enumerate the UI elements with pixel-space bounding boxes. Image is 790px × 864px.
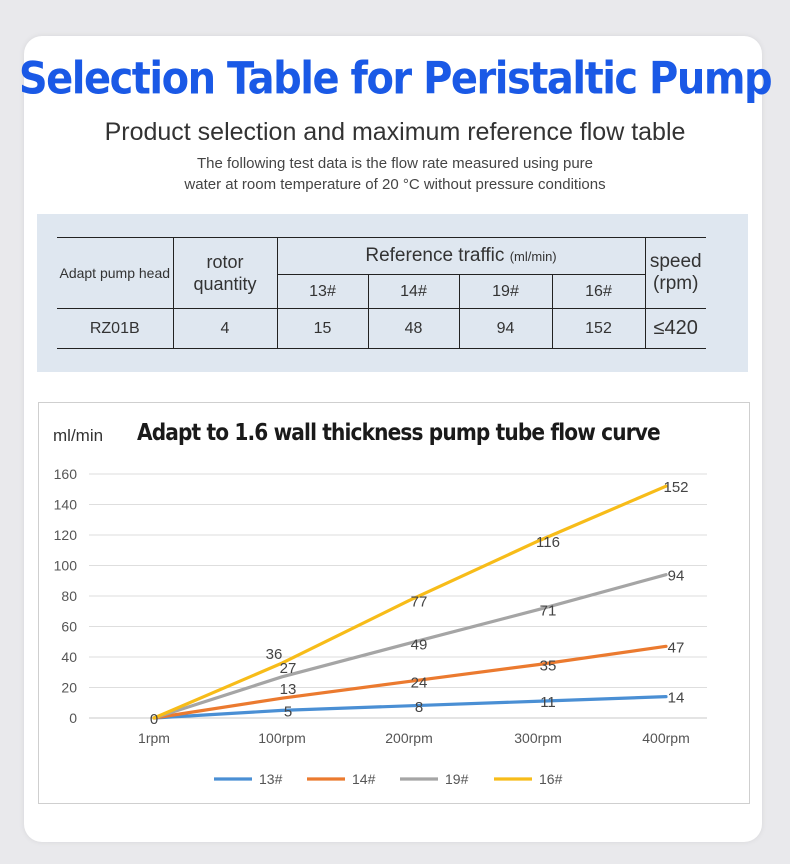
data-label: 71 xyxy=(540,603,557,620)
y-tick-label: 40 xyxy=(61,649,77,665)
y-tick-label: 120 xyxy=(54,527,78,543)
series-line-19 xyxy=(152,573,668,720)
test-note-line-1: The following test data is the flow rate… xyxy=(196,155,594,172)
legend-label: 19# xyxy=(445,771,469,787)
cell-flow: 94 xyxy=(458,308,553,349)
selection-table-panel: Adapt pump head rotor quantity Reference … xyxy=(37,214,748,372)
series-line-13 xyxy=(152,695,668,720)
data-label: 14 xyxy=(668,690,685,707)
data-label: 35 xyxy=(540,658,557,675)
header-tube: 14# xyxy=(367,274,460,309)
header-tube: 13# xyxy=(276,274,369,309)
header-rotor-quantity: rotor quantity xyxy=(172,237,278,309)
header-tube: 16# xyxy=(551,274,646,309)
test-note-line-2: water at room temperature of 20 °C witho… xyxy=(184,176,606,193)
chart-title: Adapt to 1.6 wall thickness pump tube fl… xyxy=(137,420,660,447)
page-subtitle: Product selection and maximum reference … xyxy=(104,118,686,146)
x-tick-label: 200rpm xyxy=(385,730,432,746)
cell-pump-head: RZ01B xyxy=(57,308,174,349)
data-label: 11 xyxy=(540,694,556,711)
y-tick-label: 20 xyxy=(61,680,77,696)
y-tick-label: 80 xyxy=(61,588,77,604)
x-tick-label: 400rpm xyxy=(642,730,689,746)
header-reference-traffic: Reference traffic (ml/min) xyxy=(276,237,646,275)
y-tick-label: 100 xyxy=(54,558,78,574)
data-label: 152 xyxy=(663,479,688,496)
cell-flow: 152 xyxy=(551,308,646,349)
data-label: 27 xyxy=(280,660,297,677)
legend-label: 16# xyxy=(539,771,563,787)
cell-flow: 48 xyxy=(367,308,460,349)
data-label: 8 xyxy=(415,699,423,716)
data-label: 94 xyxy=(668,568,685,585)
series-line-16 xyxy=(152,484,668,720)
y-axis-label: ml/min xyxy=(53,426,103,445)
x-tick-label: 1rpm xyxy=(138,730,170,746)
x-tick-label: 100rpm xyxy=(258,730,305,746)
selection-table: Adapt pump head rotor quantity Reference … xyxy=(57,237,706,349)
series-line-14 xyxy=(152,644,668,720)
header-tube: 19# xyxy=(458,274,553,309)
y-tick-label: 60 xyxy=(61,619,77,635)
cell-speed: ≤420 xyxy=(644,308,706,349)
data-label: 47 xyxy=(668,639,685,656)
y-tick-label: 160 xyxy=(54,466,78,482)
y-tick-label: 140 xyxy=(54,497,78,513)
data-label: 5 xyxy=(284,703,292,720)
data-label: 13 xyxy=(280,681,297,698)
data-label: 77 xyxy=(411,594,428,611)
data-label: 36 xyxy=(266,646,283,663)
x-tick-label: 300rpm xyxy=(514,730,561,746)
data-label: 24 xyxy=(411,674,428,691)
header-speed: speed (rpm) xyxy=(644,237,706,309)
data-label: 49 xyxy=(411,636,428,653)
cell-flow: 15 xyxy=(276,308,369,349)
y-tick-label: 0 xyxy=(69,710,77,726)
cell-rotor-quantity: 4 xyxy=(172,308,278,349)
data-label: 116 xyxy=(536,534,560,551)
legend-label: 13# xyxy=(259,771,283,787)
legend-label: 14# xyxy=(352,771,376,787)
chart-canvas: Adapt to 1.6 wall thickness pump tube fl… xyxy=(53,420,707,787)
data-label: 0 xyxy=(150,711,158,728)
page-title: Selection Table for Peristaltic Pump xyxy=(18,53,773,105)
flow-curve-chart: Adapt to 1.6 wall thickness pump tube fl… xyxy=(38,402,750,804)
header-pump-head: Adapt pump head xyxy=(57,237,174,309)
